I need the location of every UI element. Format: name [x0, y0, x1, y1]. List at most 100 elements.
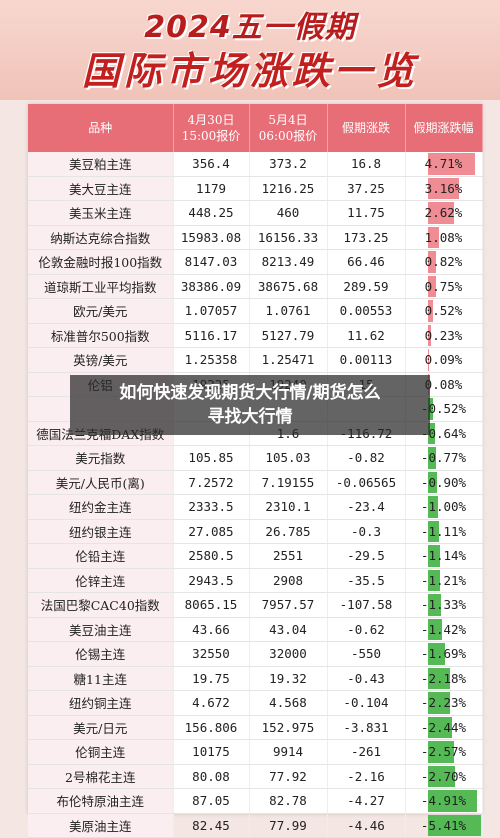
cell-p2: 2310.1: [249, 494, 328, 520]
cell-chg: -550: [327, 641, 406, 667]
cell-pct: -0.77%: [405, 445, 483, 471]
cell-p1: 8147.03: [173, 249, 250, 275]
table-row: 美元/日元 156.806 152.975 -3.831 -2.44%: [28, 715, 483, 740]
negative-bar: [428, 569, 441, 591]
pct-label: -2.18%: [420, 670, 467, 686]
cell-p1: 5116.17: [173, 323, 250, 348]
cell-pct: -2.23%: [405, 690, 483, 716]
cell-p1: 27.085: [173, 519, 250, 544]
pct-label: -0.52%: [420, 401, 467, 417]
pct-label: 0.75%: [424, 278, 463, 294]
cell-pct: -1.14%: [405, 543, 483, 569]
cell-p2: 2551: [249, 543, 328, 569]
cell-name: 伦铜主连: [28, 739, 174, 765]
header-change-pct: 假期涨跌幅: [405, 104, 483, 152]
cell-p1: 356.4: [173, 152, 250, 177]
negative-bar: [428, 716, 453, 738]
title-banner: 2024五一假期 国际市场涨跌一览: [0, 0, 500, 100]
cell-p1: 1.07057: [173, 298, 250, 324]
cell-p1: 105.85: [173, 445, 250, 471]
pct-label: -1.00%: [420, 499, 467, 515]
cell-chg: 11.75: [327, 200, 406, 226]
cell-name: 伦锡主连: [28, 641, 174, 667]
article-title-overlay[interactable]: 如何快速发现期货大行情/期货怎么 寻找大行情: [70, 375, 430, 435]
cell-p1: 2580.5: [173, 543, 250, 569]
cell-chg: -35.5: [327, 568, 406, 593]
table-row: 伦锌主连 2943.5 2908 -35.5 -1.21%: [28, 568, 483, 593]
cell-name: 纽约金主连: [28, 494, 174, 520]
negative-bar: [428, 545, 440, 567]
cell-p1: 1.25358: [173, 347, 250, 373]
cell-chg: 289.59: [327, 274, 406, 299]
negative-bar: [428, 496, 439, 518]
cell-pct: 0.09%: [405, 347, 483, 373]
pct-label: 2.62%: [424, 205, 463, 221]
pct-label: -2.23%: [420, 695, 467, 711]
pct-label: -1.42%: [420, 621, 467, 637]
cell-pct: -1.11%: [405, 519, 483, 544]
negative-bar: [428, 741, 454, 763]
negative-bar: [428, 790, 477, 812]
cell-pct: 0.75%: [405, 274, 483, 299]
cell-p2: 7957.57: [249, 592, 328, 618]
positive-bar: [428, 251, 437, 273]
cell-p2: 1.25471: [249, 347, 328, 373]
cell-name: 伦锌主连: [28, 568, 174, 593]
cell-p2: 19.32: [249, 666, 328, 691]
cell-p2: 26.785: [249, 519, 328, 544]
positive-bar: [428, 202, 455, 224]
pct-label: 0.82%: [424, 254, 463, 270]
cell-p1: 2333.5: [173, 494, 250, 520]
pct-label: -2.44%: [420, 719, 467, 735]
table-row: 布伦特原油主连 87.05 82.78 -4.27 -4.91%: [28, 788, 483, 814]
pct-label: -5.41%: [420, 817, 467, 833]
cell-p1: 38386.09: [173, 274, 250, 299]
negative-bar: [428, 471, 438, 493]
cell-pct: -2.70%: [405, 764, 483, 789]
cell-p2: 38675.68: [249, 274, 328, 299]
cell-chg: -0.3: [327, 519, 406, 544]
pct-label: 1.08%: [424, 229, 463, 245]
positive-bar: [428, 324, 431, 346]
cell-chg: -2.16: [327, 764, 406, 789]
pct-label: 3.16%: [424, 180, 463, 196]
pct-label: -2.70%: [420, 768, 467, 784]
table-row: 美豆粕主连 356.4 373.2 16.8 4.71%: [28, 152, 483, 177]
pct-label: -0.64%: [420, 425, 467, 441]
cell-p2: 105.03: [249, 445, 328, 471]
cell-chg: -4.46: [327, 813, 406, 838]
cell-p1: 1179: [173, 176, 250, 201]
table-header-row: 品种 4月30日 15:00报价 5月4日 06:00报价 假期涨跌 假期涨跌幅: [28, 104, 483, 152]
table-row: 伦敦金融时报100指数 8147.03 8213.49 66.46 0.82%: [28, 249, 483, 275]
cell-name: 布伦特原油主连: [28, 788, 174, 814]
cell-name: 2号棉花主连: [28, 764, 174, 789]
cell-pct: 0.82%: [405, 249, 483, 275]
negative-bar: [428, 520, 440, 542]
cell-pct: -2.57%: [405, 739, 483, 765]
banner-title-line2: 国际市场涨跌一览: [81, 49, 418, 93]
cell-pct: 0.08%: [405, 372, 483, 397]
cell-chg: 16.8: [327, 152, 406, 177]
cell-p1: 15983.08: [173, 225, 250, 250]
cell-p1: 2943.5: [173, 568, 250, 593]
cell-p2: 77.92: [249, 764, 328, 789]
cell-chg: -3.831: [327, 715, 406, 740]
cell-p2: 2908: [249, 568, 328, 593]
cell-pct: -2.18%: [405, 666, 483, 691]
cell-p1: 82.45: [173, 813, 250, 838]
market-table: 品种 4月30日 15:00报价 5月4日 06:00报价 假期涨跌 假期涨跌幅…: [28, 104, 483, 838]
cell-pct: -2.44%: [405, 715, 483, 740]
cell-pct: 3.16%: [405, 176, 483, 201]
cell-p1: 7.2572: [173, 470, 250, 495]
table-row: 美玉米主连 448.25 460 11.75 2.62%: [28, 200, 483, 226]
pct-label: -0.77%: [420, 450, 467, 466]
cell-pct: 0.23%: [405, 323, 483, 348]
table-row: 美原油主连 82.45 77.99 -4.46 -5.41%: [28, 813, 483, 838]
cell-p2: 32000: [249, 641, 328, 667]
cell-p1: 87.05: [173, 788, 250, 814]
overlay-line1: 如何快速发现期货大行情/期货怎么: [119, 383, 381, 403]
cell-p1: 32550: [173, 641, 250, 667]
cell-pct: -4.91%: [405, 788, 483, 814]
table-row: 欧元/美元 1.07057 1.0761 0.00553 0.52%: [28, 298, 483, 324]
cell-chg: -0.43: [327, 666, 406, 691]
